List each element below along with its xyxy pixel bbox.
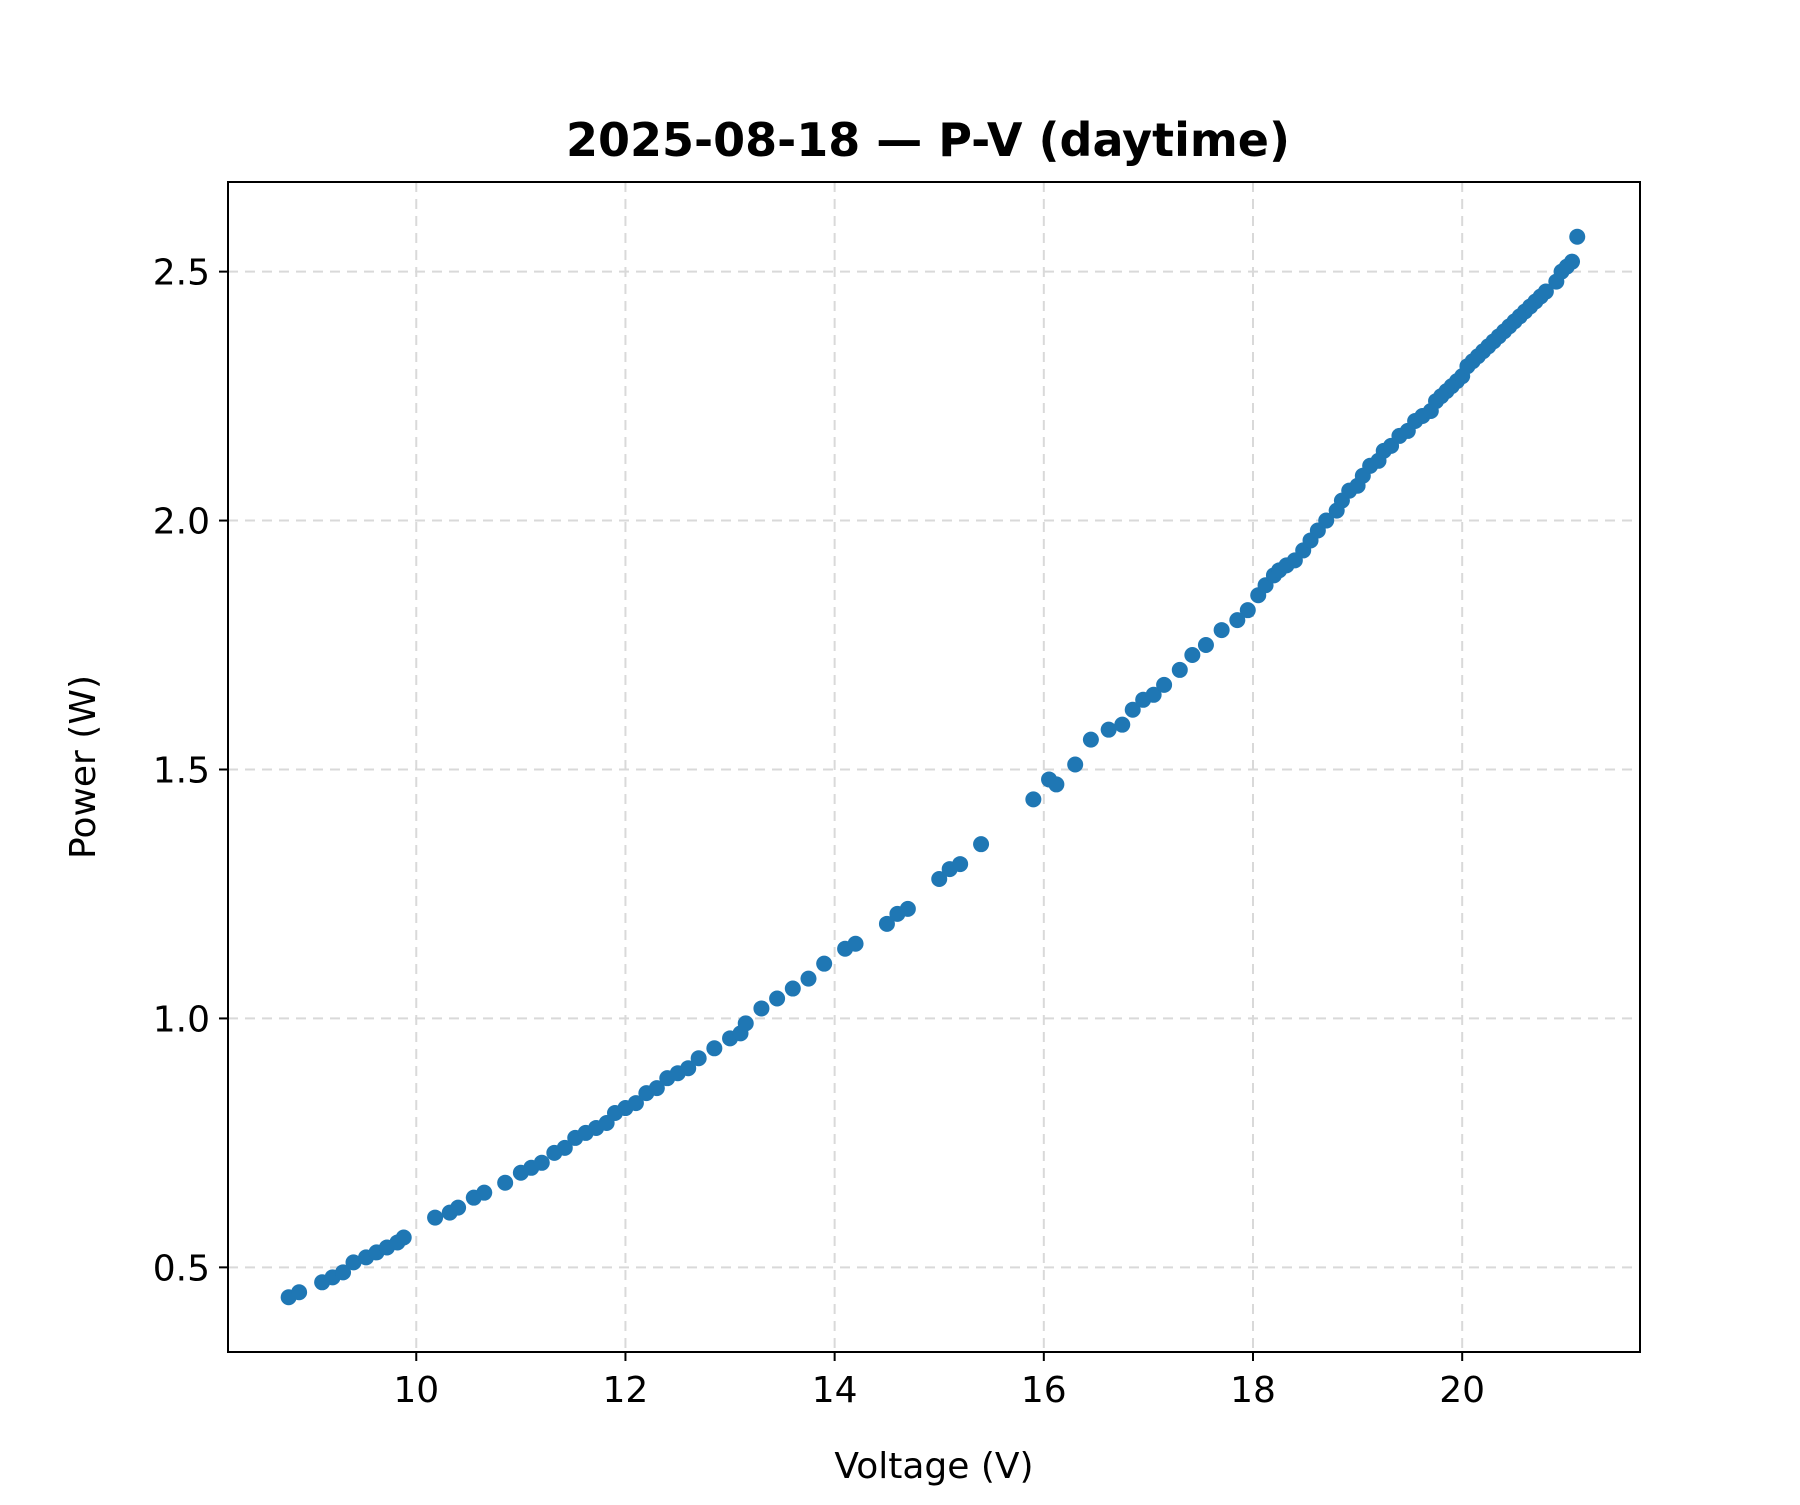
data-point [1025, 791, 1042, 808]
x-tick-label: 14 [812, 1370, 858, 1411]
data-point [556, 1139, 573, 1156]
data-point [1213, 622, 1230, 639]
y-tick-label: 1.5 [153, 750, 210, 791]
chart-title: 2025-08-18 — P-V (daytime) [566, 113, 1290, 167]
data-point [627, 1095, 644, 1112]
y-tick-label: 2.5 [153, 253, 210, 294]
data-point [1067, 756, 1084, 773]
data-point [291, 1284, 308, 1301]
data-point [1145, 686, 1162, 703]
x-tick-label: 18 [1230, 1370, 1276, 1411]
y-tick-label: 1.0 [153, 999, 210, 1040]
data-point [1318, 512, 1335, 529]
data-point [1124, 701, 1141, 718]
data-point [878, 915, 895, 932]
x-axis: 10 12 14 16 18 20 [393, 1352, 1485, 1411]
data-point [1569, 228, 1586, 245]
data-point [931, 871, 948, 888]
data-point [497, 1174, 514, 1191]
data-point [1048, 776, 1065, 793]
x-tick-label: 12 [603, 1370, 649, 1411]
data-point [450, 1199, 467, 1216]
data-point [1082, 731, 1099, 748]
scatter-points [280, 228, 1586, 1306]
data-point [847, 935, 864, 952]
data-point [1229, 612, 1246, 629]
data-point [1114, 716, 1131, 733]
data-point [648, 1080, 665, 1097]
data-point [800, 970, 817, 987]
data-point [345, 1254, 362, 1271]
data-point [427, 1209, 444, 1226]
y-tick-label: 0.5 [153, 1248, 210, 1289]
data-point [1197, 637, 1214, 654]
data-point [690, 1050, 707, 1067]
y-tick-label: 2.0 [153, 502, 210, 543]
x-tick-label: 20 [1439, 1370, 1485, 1411]
data-point [476, 1184, 493, 1201]
data-point [737, 1015, 754, 1032]
data-point [1100, 721, 1117, 738]
data-point [753, 1000, 770, 1017]
data-point [816, 955, 833, 972]
y-axis-label: Power (W) [63, 675, 104, 859]
x-tick-label: 16 [1021, 1370, 1067, 1411]
data-point [1537, 283, 1554, 300]
data-point [680, 1060, 697, 1077]
data-point [1184, 646, 1201, 663]
data-point [899, 900, 916, 917]
data-point [769, 990, 786, 1007]
data-point [533, 1154, 550, 1171]
data-point [973, 836, 990, 853]
data-point [952, 856, 969, 873]
y-axis: 0.5 1.0 1.5 2.0 2.5 [153, 253, 228, 1289]
x-axis-label: Voltage (V) [834, 1446, 1033, 1487]
data-point [1564, 253, 1581, 270]
plot-frame [227, 181, 1641, 1353]
data-point [1239, 602, 1256, 619]
data-point [1171, 661, 1188, 678]
data-point [784, 980, 801, 997]
data-point [706, 1040, 723, 1057]
data-point [395, 1229, 412, 1246]
grid-lines [228, 182, 1640, 1352]
data-point [1156, 676, 1173, 693]
x-tick-label: 10 [393, 1370, 439, 1411]
data-point [335, 1264, 352, 1281]
